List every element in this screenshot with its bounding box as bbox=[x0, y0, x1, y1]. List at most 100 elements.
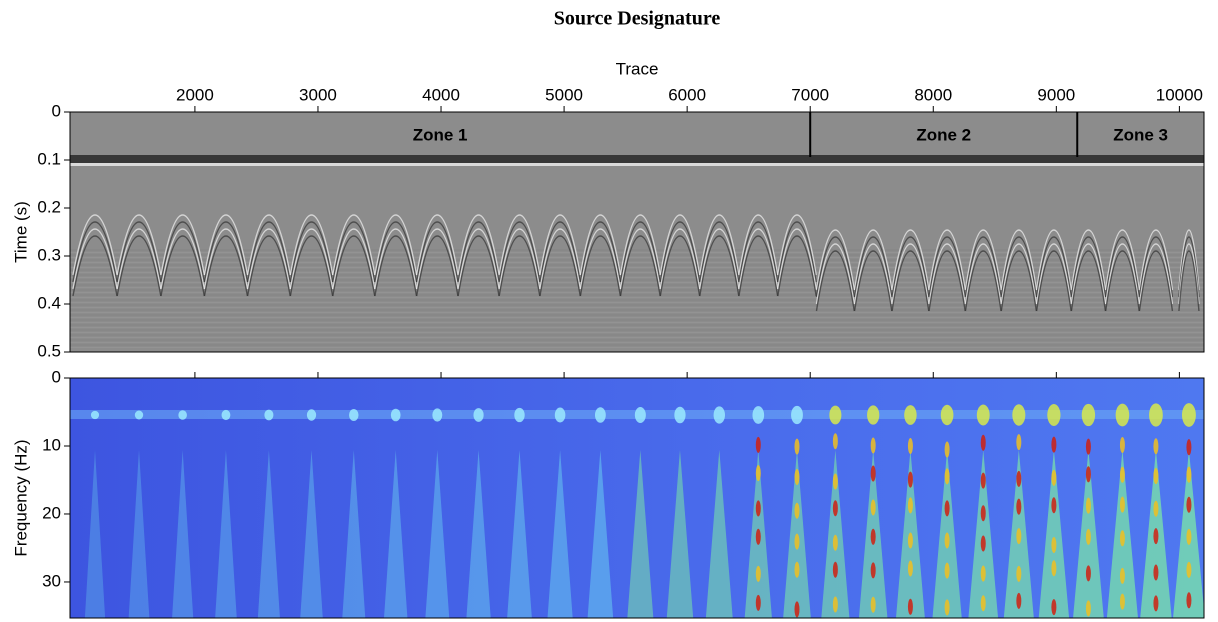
arch bbox=[659, 235, 701, 297]
spectral-peak bbox=[1119, 436, 1125, 453]
arch bbox=[498, 214, 541, 276]
spectral-peak bbox=[1153, 468, 1159, 485]
spectral-peak bbox=[907, 532, 913, 549]
spectral-peak bbox=[134, 410, 144, 420]
spectral-peak bbox=[1181, 403, 1196, 427]
spectral-peak bbox=[867, 405, 880, 425]
arch bbox=[1035, 229, 1072, 291]
spectral-cone bbox=[705, 450, 733, 618]
arch bbox=[160, 228, 205, 290]
spectral-peak bbox=[870, 465, 876, 482]
spectral-peak bbox=[90, 410, 100, 420]
spectral-peak bbox=[1085, 600, 1091, 617]
arch bbox=[777, 221, 817, 283]
arch bbox=[619, 221, 661, 283]
spectral-peak bbox=[980, 472, 986, 489]
spectral-peak bbox=[794, 601, 800, 618]
spectral-peak bbox=[1081, 403, 1096, 427]
arch bbox=[777, 214, 817, 276]
spectral-peak bbox=[1016, 434, 1022, 451]
arch bbox=[1178, 243, 1200, 305]
arch bbox=[579, 214, 622, 276]
arch bbox=[738, 214, 779, 276]
x-tick-label: 8000 bbox=[914, 85, 952, 104]
spectral-peak bbox=[554, 407, 566, 423]
spectral-peak bbox=[1186, 496, 1192, 513]
arch bbox=[891, 236, 930, 298]
arch bbox=[699, 228, 740, 290]
seismic-background bbox=[70, 112, 1204, 352]
arch bbox=[815, 243, 855, 305]
arch bbox=[246, 228, 291, 290]
arch bbox=[853, 229, 893, 291]
spectral-peak bbox=[794, 438, 800, 455]
arch bbox=[539, 228, 581, 290]
spectral-peak bbox=[1051, 560, 1057, 577]
arch bbox=[203, 221, 249, 283]
arch bbox=[579, 228, 622, 290]
spectral-peak bbox=[1051, 536, 1057, 553]
spectral-peak bbox=[980, 434, 986, 451]
arch bbox=[374, 221, 418, 283]
spectral-peak bbox=[1119, 530, 1125, 547]
arch bbox=[415, 214, 459, 276]
arch bbox=[738, 221, 779, 283]
arch bbox=[619, 235, 661, 297]
arch bbox=[964, 243, 1002, 305]
spectral-peak bbox=[944, 599, 950, 616]
y-tick-label: 0.1 bbox=[37, 149, 61, 168]
spectral-peak bbox=[1016, 470, 1022, 487]
spectral-cone bbox=[425, 450, 450, 618]
arch bbox=[415, 235, 459, 297]
spectral-peak bbox=[514, 407, 525, 423]
arch bbox=[457, 235, 500, 297]
arch bbox=[289, 221, 334, 283]
spectral-peak bbox=[829, 405, 842, 425]
spectral-peak bbox=[944, 441, 950, 458]
spectral-cone bbox=[666, 450, 694, 618]
spectral-peak bbox=[907, 598, 913, 615]
arch bbox=[246, 235, 291, 297]
spectral-peak bbox=[473, 408, 484, 422]
arch bbox=[815, 229, 855, 291]
arch bbox=[289, 214, 334, 276]
arch bbox=[1178, 250, 1200, 312]
arch bbox=[853, 250, 893, 312]
spectral-cone bbox=[215, 450, 237, 618]
y-tick-label: 20 bbox=[42, 503, 61, 522]
arch bbox=[1070, 229, 1107, 291]
spectral-peak bbox=[791, 405, 803, 425]
spectral-peak bbox=[1119, 567, 1125, 584]
spectral-peak bbox=[944, 468, 950, 485]
spectral-peak bbox=[980, 535, 986, 552]
spectral-peak bbox=[594, 407, 606, 423]
arch bbox=[1035, 236, 1072, 298]
arch bbox=[374, 228, 418, 290]
arch bbox=[928, 243, 966, 305]
zone-label: Zone 3 bbox=[1113, 125, 1168, 144]
arch bbox=[891, 250, 930, 312]
spectral-peak bbox=[1085, 497, 1091, 514]
zone-label: Zone 2 bbox=[916, 125, 971, 144]
spectral-cone bbox=[128, 450, 150, 618]
arch bbox=[891, 229, 930, 291]
spectral-cone bbox=[172, 450, 194, 618]
zone-label: Zone 1 bbox=[413, 125, 468, 144]
spectral-cone bbox=[1038, 450, 1070, 618]
arch bbox=[1000, 229, 1038, 291]
arch bbox=[964, 250, 1002, 312]
spectral-peak bbox=[832, 500, 838, 517]
spectral-peak bbox=[794, 561, 800, 578]
spectral-peak bbox=[980, 595, 986, 612]
arch bbox=[1178, 229, 1200, 291]
arch bbox=[964, 236, 1002, 298]
arch bbox=[332, 235, 376, 297]
chart-title: Source Designature bbox=[554, 8, 721, 30]
direct-wave bbox=[70, 163, 1204, 166]
arch bbox=[1104, 236, 1140, 298]
arch bbox=[289, 228, 334, 290]
arch bbox=[777, 235, 817, 297]
spectral-peak bbox=[1051, 497, 1057, 514]
arch bbox=[246, 221, 291, 283]
